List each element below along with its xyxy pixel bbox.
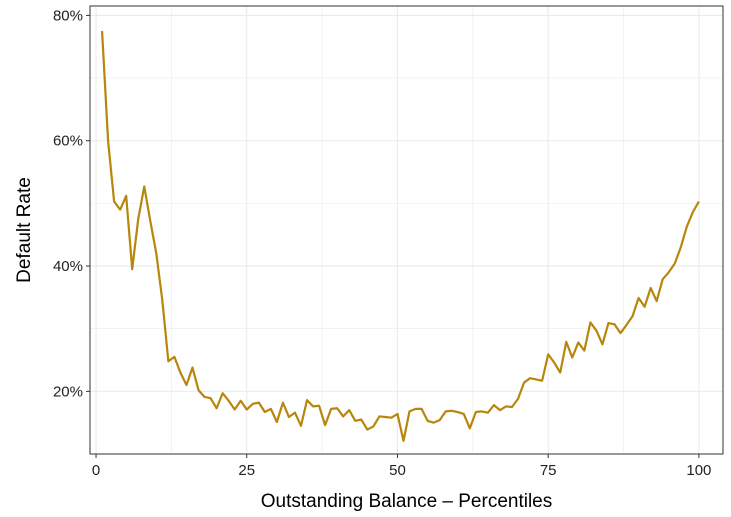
y-tick-label: 80%	[53, 7, 83, 24]
x-tick-label: 75	[540, 462, 557, 479]
axis-ticks: 0 25 50 75 100 20% 40% 60% 80%	[53, 7, 711, 479]
y-tick-label: 60%	[53, 133, 83, 150]
y-tick-label: 40%	[53, 258, 83, 275]
x-tick-label: 0	[92, 462, 100, 479]
panel-border	[89, 5, 724, 455]
x-axis-title: Outstanding Balance – Percentiles	[261, 491, 553, 512]
x-tick-label: 50	[389, 462, 406, 479]
x-tick-label: 25	[238, 462, 255, 479]
grid-lines	[90, 6, 723, 455]
series-line	[100, 30, 700, 442]
series-line-group	[100, 30, 700, 442]
y-axis-title: Default Rate	[14, 177, 35, 283]
x-tick-label: 100	[686, 462, 711, 479]
y-tick-label: 20%	[53, 383, 83, 400]
